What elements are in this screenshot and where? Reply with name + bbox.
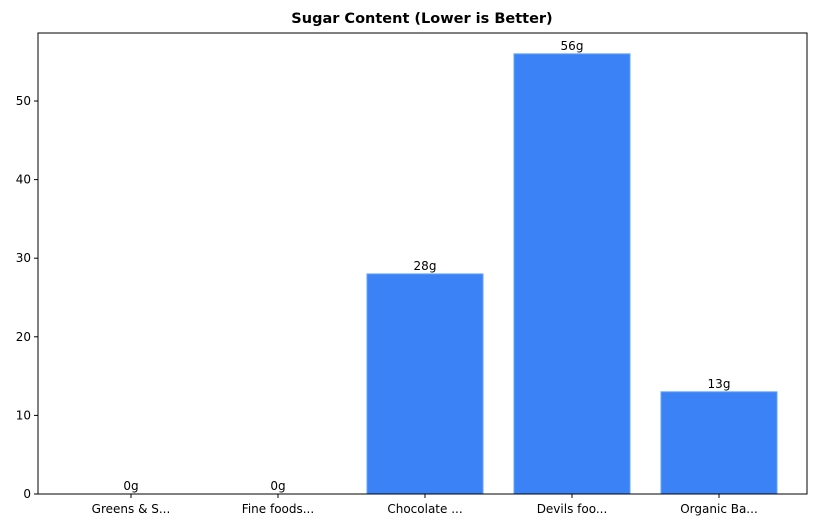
bar-value-label: 56g: [561, 39, 584, 53]
plot-frame: [37, 32, 808, 495]
x-tick-label: Greens & S...: [92, 502, 171, 516]
bar: [513, 53, 631, 495]
y-tick-label: 10: [16, 408, 31, 422]
bar-value-label: 28g: [414, 259, 437, 273]
y-tick-label: 40: [16, 173, 31, 187]
x-tick-label: Fine foods...: [242, 502, 314, 516]
x-tick-label: Devils foo...: [537, 502, 608, 516]
y-tick-label: 50: [16, 94, 31, 108]
bar-value-label: 0g: [123, 479, 138, 493]
y-tick-label: 0: [23, 487, 31, 501]
y-tick-label: 20: [16, 330, 31, 344]
y-tick-label: 30: [16, 251, 31, 265]
x-tick-label: Organic Ba...: [680, 502, 758, 516]
bar: [366, 273, 484, 495]
bars: 0g 0g 28g 56g 13g: [123, 39, 778, 495]
bar: [660, 391, 778, 495]
x-tick-label: Chocolate ...: [387, 502, 462, 516]
bar-value-label: 13g: [708, 377, 731, 391]
y-axis: 0 10 20 30 40 50: [16, 94, 38, 501]
chart-title: Sugar Content (Lower is Better): [291, 11, 552, 27]
bar-value-label: 0g: [270, 479, 285, 493]
x-axis: Greens & S... Fine foods... Chocolate ... D…: [92, 494, 758, 516]
